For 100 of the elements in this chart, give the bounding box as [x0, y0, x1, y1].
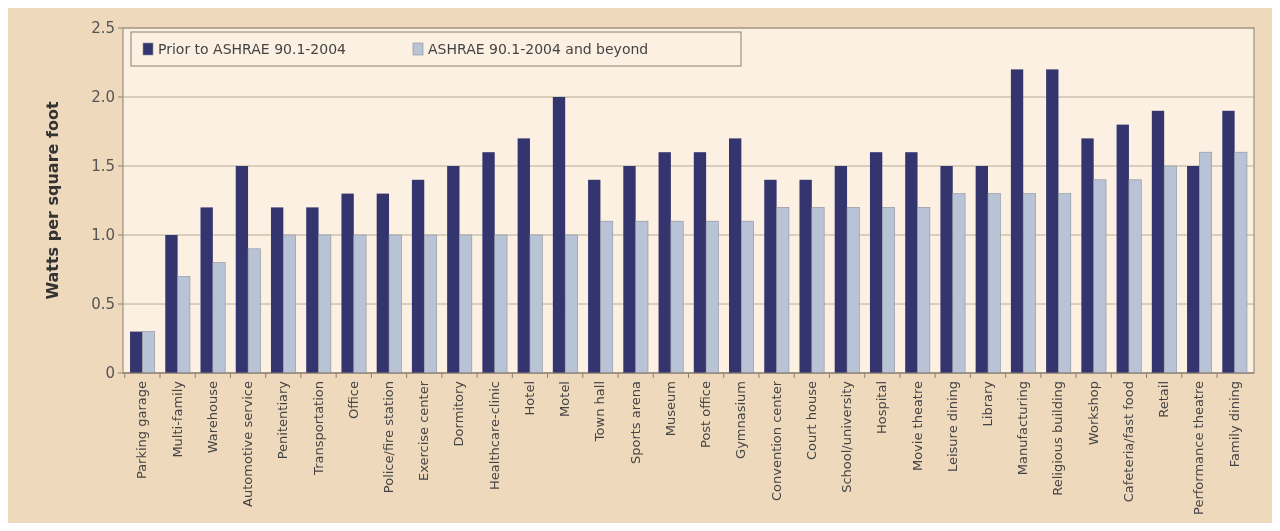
bar [846, 207, 860, 374]
bar [353, 234, 367, 374]
x-tick-label: Warehouse [204, 381, 220, 454]
y-tick-label: 2.0 [91, 88, 115, 107]
bar [1199, 151, 1213, 374]
bar [388, 234, 402, 374]
x-tick-label: Museum [662, 381, 678, 437]
x-tick-label: Gymnasium [733, 381, 749, 459]
x-tick-label: Penitentiary [275, 380, 291, 460]
legend-label: ASHRAE 90.1-2004 and beyond [428, 40, 649, 57]
bar [283, 234, 296, 374]
bar [834, 166, 848, 373]
x-tick-label: Healthcare-clinic [486, 381, 502, 490]
x-tick-label: Family dining [1226, 381, 1242, 468]
x-tick-label: Automotive service [240, 381, 256, 507]
bar [811, 207, 825, 374]
bar [658, 152, 671, 373]
bar [776, 207, 790, 374]
bar [142, 331, 156, 374]
x-tick-label: Movie theatre [909, 381, 925, 472]
y-tick-label: 1.5 [91, 157, 115, 176]
bar [670, 220, 684, 374]
x-tick-label: Multi-family [169, 380, 185, 458]
y-tick-label: 0.5 [91, 295, 115, 314]
bar [623, 166, 636, 373]
bar [177, 276, 191, 374]
bar [270, 207, 284, 373]
bar [517, 138, 530, 373]
bar [306, 207, 319, 373]
bar [881, 207, 895, 374]
bar [1022, 193, 1036, 374]
bar [200, 207, 213, 373]
bar [376, 193, 390, 373]
bar [1222, 110, 1235, 373]
bar [635, 220, 649, 374]
bar [764, 179, 777, 373]
bar [1010, 69, 1024, 373]
bar [987, 193, 1001, 374]
bar [411, 179, 425, 373]
bar [318, 234, 332, 374]
y-tick-label: 2.5 [91, 19, 115, 38]
bar [940, 166, 953, 373]
bar [1151, 110, 1165, 373]
bar [1116, 124, 1129, 373]
bar [130, 331, 143, 373]
x-tick-label: Library [979, 380, 995, 427]
bar [235, 166, 249, 373]
bar [1058, 193, 1072, 374]
bar [588, 179, 601, 373]
bar [952, 193, 966, 374]
x-tick-label: Parking garage [134, 381, 150, 480]
x-tick-label: School/university [839, 380, 855, 493]
x-tick-label: Cafeteria/fast food [1120, 381, 1136, 503]
x-tick-label: Exercise center [416, 380, 432, 482]
bar [529, 234, 543, 374]
bar [905, 152, 918, 373]
x-tick-label: Retail [1156, 381, 1172, 418]
bar [1163, 165, 1177, 374]
bar [1081, 138, 1094, 373]
bar [564, 234, 578, 374]
bar [459, 234, 473, 374]
legend-label: Prior to ASHRAE 90.1-2004 [158, 40, 347, 57]
bar [693, 152, 707, 373]
bar [247, 248, 261, 374]
x-tick-label: Hotel [521, 381, 537, 416]
x-tick-label: Performance theatre [1191, 381, 1207, 515]
x-tick-label: Hospital [874, 381, 890, 435]
bar [1093, 179, 1107, 374]
x-tick-label: Police/fire station [381, 381, 397, 494]
bar [799, 179, 812, 373]
x-tick-label: Court house [803, 381, 819, 461]
bar [600, 220, 614, 374]
bar [975, 166, 988, 373]
bar [1234, 151, 1248, 374]
x-tick-label: Sports arena [627, 381, 643, 465]
x-tick-label: Manufacturing [1015, 381, 1031, 476]
bar [1046, 69, 1059, 373]
x-tick-label: Convention center [768, 380, 784, 502]
x-tick-label: Post office [698, 381, 714, 448]
x-tick-label: Office [345, 381, 361, 419]
x-tick-label: Dormitory [451, 380, 467, 447]
x-tick-label: Transportation [310, 381, 326, 476]
x-tick-label: Religious building [1050, 381, 1066, 496]
bar [729, 138, 742, 373]
bar [552, 97, 566, 373]
bar [1128, 179, 1142, 374]
bar [165, 235, 178, 373]
bar [869, 152, 883, 373]
x-tick-label: Motel [557, 381, 573, 417]
bar [705, 220, 719, 374]
y-axis-title: Watts per square foot [43, 101, 62, 300]
x-tick-label: Leisure dining [944, 381, 960, 473]
bar [917, 207, 931, 374]
bar [447, 166, 460, 373]
bar [1187, 166, 1200, 373]
x-tick-label: Workshop [1085, 381, 1101, 446]
bar [482, 152, 495, 373]
bar [494, 234, 508, 374]
bar [341, 193, 354, 373]
y-tick-label: 1.0 [91, 226, 115, 245]
